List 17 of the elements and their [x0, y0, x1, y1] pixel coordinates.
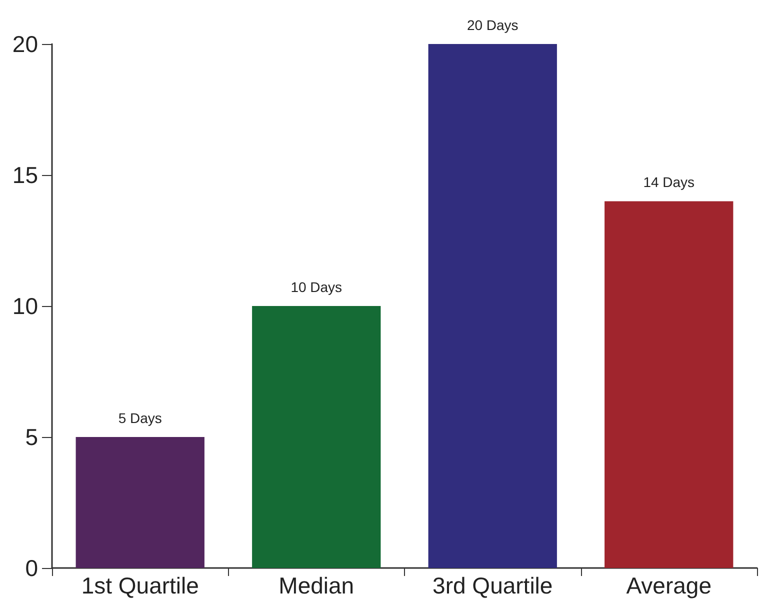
bar [428, 44, 557, 568]
data-label: 20 Days [466, 17, 518, 33]
x-tick-label: Median [278, 572, 354, 598]
x-tick-label: 1st Quartile [81, 572, 199, 598]
data-label: 14 Days [643, 174, 695, 190]
bar [252, 306, 381, 568]
data-label: 5 Days [118, 410, 162, 426]
bar [604, 201, 734, 568]
bar [76, 437, 204, 568]
y-tick-label: 0 [25, 555, 38, 581]
data-label: 10 Days [290, 279, 342, 295]
y-tick-label: 10 [12, 293, 38, 319]
y-tick-label: 15 [12, 162, 38, 188]
x-tick-label: 3rd Quartile [432, 572, 553, 598]
y-tick-label: 5 [25, 424, 38, 450]
x-tick-label: Average [626, 572, 712, 598]
y-tick-label: 20 [12, 31, 38, 57]
